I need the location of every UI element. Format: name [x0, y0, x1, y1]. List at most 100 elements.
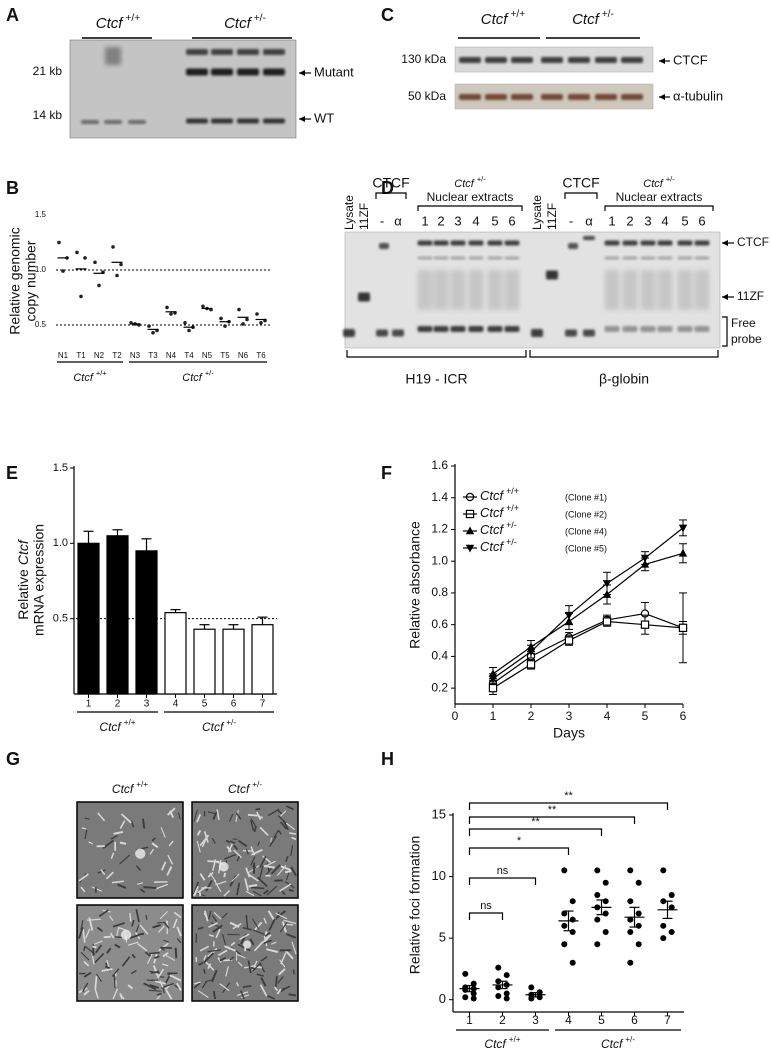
cell-texture: [207, 963, 212, 970]
gel-band: [433, 326, 449, 332]
y-tick-label: 1.5: [35, 210, 47, 219]
gel-band: [263, 68, 285, 76]
x-tick-label: 3: [532, 1013, 539, 1027]
cell-texture: [280, 985, 291, 993]
genotype-label: Ctcf +/-: [601, 1035, 635, 1050]
gel-band: [485, 57, 507, 63]
cell-texture: [127, 984, 134, 990]
gel-band: [565, 329, 577, 337]
y-tick-label: 0: [439, 991, 446, 1006]
gel-band: [450, 240, 466, 246]
cell-colony: [135, 848, 146, 859]
gel-band: [376, 329, 388, 337]
cell-texture: [193, 809, 198, 822]
lane-number: 6: [508, 213, 515, 228]
data-point: [75, 250, 79, 255]
cell-texture: [285, 805, 294, 811]
y-tick-label: 1.6: [431, 458, 448, 472]
gel-image: [69, 39, 297, 139]
cell-texture: [177, 812, 181, 820]
cell-texture: [207, 949, 222, 953]
x-tick-label: N6: [238, 351, 249, 360]
cell-texture: [285, 855, 289, 863]
x-tick-label: 6: [631, 1013, 638, 1027]
significance-bracket: [468, 816, 636, 824]
cell-texture: [204, 979, 212, 983]
cell-texture: [88, 841, 94, 845]
cell-texture: [112, 988, 119, 1000]
y-axis-title: mRNA expression: [31, 524, 47, 636]
band-label: α-tubulin: [673, 88, 723, 103]
genotype-superscript: +/+: [506, 486, 519, 496]
x-tick-label: 1: [466, 1013, 473, 1027]
data-point: [635, 879, 642, 886]
cell-texture: [279, 883, 292, 892]
gel-band: [604, 240, 620, 246]
data-point: [602, 910, 609, 917]
panel-letter: E: [6, 463, 18, 483]
cell-texture: [219, 957, 227, 962]
data-point: [660, 922, 667, 929]
cell-texture: [78, 873, 89, 882]
data-point: [564, 636, 574, 645]
cell-texture: [263, 865, 275, 869]
genotype-label: Ctcf +/-: [224, 13, 266, 32]
cell-texture: [130, 969, 137, 975]
cell-texture: [292, 969, 295, 975]
cell-texture: [94, 952, 105, 964]
gel-band: [392, 329, 404, 337]
significance-bracket: [468, 877, 537, 885]
cell-texture: [174, 947, 178, 959]
gel-band: [595, 57, 617, 63]
cell-texture: [251, 962, 262, 972]
data-point: [488, 675, 498, 684]
bar: [222, 628, 245, 695]
cell-texture: [193, 881, 200, 895]
cell-texture: [277, 829, 282, 835]
cell-texture: [193, 889, 198, 897]
cell-texture: [94, 976, 98, 990]
cell-texture: [167, 854, 174, 865]
x-tick-label: N2: [94, 351, 105, 360]
cell-texture: [253, 941, 264, 952]
cell-texture: [226, 845, 232, 853]
lane-label: 11ZF: [357, 203, 371, 230]
cell-texture: [201, 980, 208, 989]
data-point: [678, 548, 688, 557]
gel-band: [433, 256, 449, 260]
x-tick-label: T2: [112, 351, 122, 360]
cell-texture: [263, 939, 272, 945]
data-point: [602, 879, 609, 886]
cell-texture: [238, 839, 248, 848]
genotype-label: Ctcf +/-: [454, 175, 486, 190]
cell-texture: [102, 839, 114, 849]
cell-texture: [196, 829, 202, 836]
bracket: [375, 192, 407, 199]
genotype-superscript: +/-: [506, 537, 517, 547]
gel-band: [211, 68, 233, 76]
brace: [722, 316, 728, 347]
gel-band: [105, 47, 121, 65]
gel-band: [487, 256, 503, 260]
cell-texture: [253, 921, 263, 931]
gel-band: [511, 57, 533, 63]
genotype-label: Ctcf +/+: [480, 503, 519, 520]
y-tick-label: 10: [432, 868, 446, 883]
x-tick-label: N4: [166, 351, 177, 360]
lane-label: -: [569, 213, 573, 228]
cell-texture: [260, 956, 268, 962]
lane-number: 6: [698, 213, 705, 228]
genotype-label: Ctcf +/+: [484, 1035, 520, 1050]
series-line: [492, 552, 684, 675]
cell-texture: [290, 866, 297, 876]
lane-group-label: CTCF: [372, 175, 409, 191]
data-point: [561, 910, 568, 917]
x-tick-label: N3: [130, 351, 141, 360]
arrow-head: [722, 294, 728, 300]
cell-texture: [284, 870, 292, 874]
y-axis-title: Relative absorbance: [407, 521, 423, 649]
gel-band: [504, 256, 520, 260]
gel-band: [640, 326, 656, 332]
bar: [77, 542, 100, 695]
lane-label: Lysate: [342, 195, 356, 230]
